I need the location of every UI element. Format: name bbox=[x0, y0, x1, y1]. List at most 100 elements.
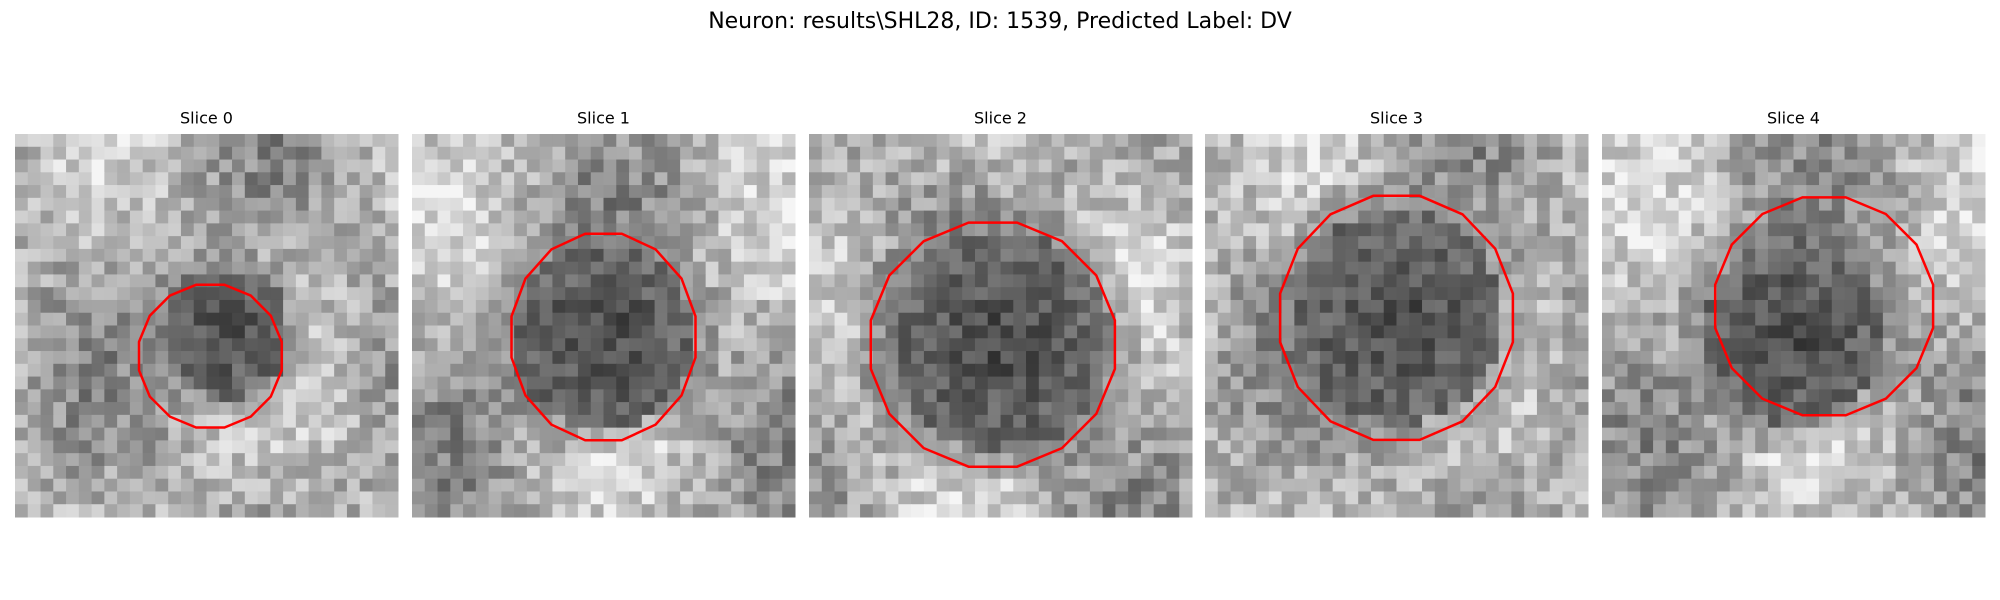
pixel bbox=[1895, 351, 1909, 365]
pixel bbox=[821, 504, 836, 518]
pixel bbox=[385, 453, 399, 467]
pixel bbox=[155, 159, 169, 173]
pixel bbox=[1013, 427, 1027, 441]
pixel bbox=[860, 287, 874, 301]
pixel bbox=[1434, 299, 1449, 314]
pixel bbox=[1319, 478, 1334, 492]
pixel bbox=[1972, 134, 1986, 148]
pixel bbox=[911, 402, 925, 416]
pixel bbox=[1793, 427, 1807, 441]
pixel bbox=[1870, 491, 1884, 505]
pixel bbox=[1000, 491, 1014, 505]
pixel bbox=[885, 504, 899, 518]
pixel bbox=[424, 299, 439, 314]
pixel bbox=[1640, 363, 1654, 378]
pixel bbox=[1691, 210, 1705, 224]
pixel bbox=[1140, 402, 1155, 416]
pixel bbox=[692, 172, 707, 186]
pixel bbox=[911, 376, 925, 390]
pixel bbox=[27, 504, 42, 518]
panel-title: Slice 4 bbox=[1767, 109, 1820, 128]
pixel bbox=[782, 274, 796, 288]
pixel bbox=[359, 287, 373, 301]
pixel bbox=[1729, 491, 1743, 505]
pixel bbox=[565, 134, 579, 148]
pixel bbox=[1972, 159, 1986, 173]
pixel bbox=[1933, 197, 1948, 212]
pixel bbox=[1755, 197, 1769, 212]
pixel bbox=[743, 134, 758, 148]
pixel bbox=[769, 312, 783, 326]
pixel bbox=[244, 197, 259, 212]
pixel bbox=[1102, 491, 1116, 505]
pixel bbox=[1742, 248, 1756, 263]
pixel bbox=[1614, 185, 1629, 199]
pixel bbox=[1933, 363, 1948, 378]
pixel bbox=[1704, 236, 1718, 250]
pixel bbox=[987, 274, 1001, 288]
pixel bbox=[1767, 159, 1782, 173]
pixel bbox=[1972, 491, 1986, 505]
pixel bbox=[782, 338, 796, 352]
pixel bbox=[206, 376, 220, 390]
pixel bbox=[847, 197, 861, 212]
pixel bbox=[1166, 159, 1180, 173]
pixel bbox=[412, 134, 426, 148]
pixel bbox=[1665, 287, 1680, 301]
pixel bbox=[834, 172, 848, 186]
pixel bbox=[1640, 274, 1654, 288]
pixel bbox=[1077, 363, 1091, 378]
pixel bbox=[488, 363, 502, 378]
pixel bbox=[1755, 478, 1769, 492]
pixel bbox=[1819, 465, 1833, 480]
pixel bbox=[514, 210, 528, 224]
pixel bbox=[1205, 312, 1219, 326]
pixel bbox=[1345, 172, 1359, 186]
pixel bbox=[1140, 172, 1155, 186]
pixel bbox=[295, 185, 310, 199]
pixel bbox=[1128, 491, 1142, 505]
pixel bbox=[1473, 299, 1487, 314]
pixel bbox=[437, 363, 451, 378]
pixel bbox=[654, 491, 668, 505]
pixel bbox=[412, 338, 426, 352]
pixel bbox=[629, 453, 643, 467]
pixel bbox=[1653, 402, 1667, 416]
pixel bbox=[1767, 491, 1782, 505]
pixel bbox=[743, 453, 758, 467]
pixel bbox=[911, 210, 925, 224]
pixel bbox=[295, 389, 310, 403]
pixel bbox=[514, 197, 528, 212]
pixel bbox=[1153, 134, 1167, 148]
pixel bbox=[872, 465, 887, 480]
pixel bbox=[949, 338, 963, 352]
pixel bbox=[180, 197, 195, 212]
pixel bbox=[834, 338, 848, 352]
pixel bbox=[1345, 210, 1359, 224]
pixel bbox=[1230, 465, 1244, 480]
pixel bbox=[1716, 197, 1731, 212]
pixel bbox=[1281, 134, 1295, 148]
pixel bbox=[180, 134, 195, 148]
pixel bbox=[539, 274, 553, 288]
pixel bbox=[1946, 453, 1960, 467]
pixel bbox=[1140, 159, 1155, 173]
pixel bbox=[475, 236, 490, 250]
pixel bbox=[1549, 465, 1563, 480]
pixel bbox=[450, 159, 464, 173]
pixel bbox=[705, 504, 719, 518]
pixel bbox=[1844, 414, 1858, 429]
pixel bbox=[1921, 351, 1935, 365]
pixel bbox=[1549, 376, 1563, 390]
pixel bbox=[40, 478, 54, 492]
pixel bbox=[1370, 325, 1385, 339]
pixel bbox=[718, 440, 732, 454]
pixel bbox=[1536, 325, 1551, 339]
pixel bbox=[1051, 376, 1065, 390]
pixel bbox=[847, 287, 861, 301]
pixel bbox=[1767, 414, 1782, 429]
pixel bbox=[385, 440, 399, 454]
pixel bbox=[1358, 223, 1372, 237]
pixel bbox=[565, 414, 579, 429]
pixel bbox=[142, 338, 156, 352]
